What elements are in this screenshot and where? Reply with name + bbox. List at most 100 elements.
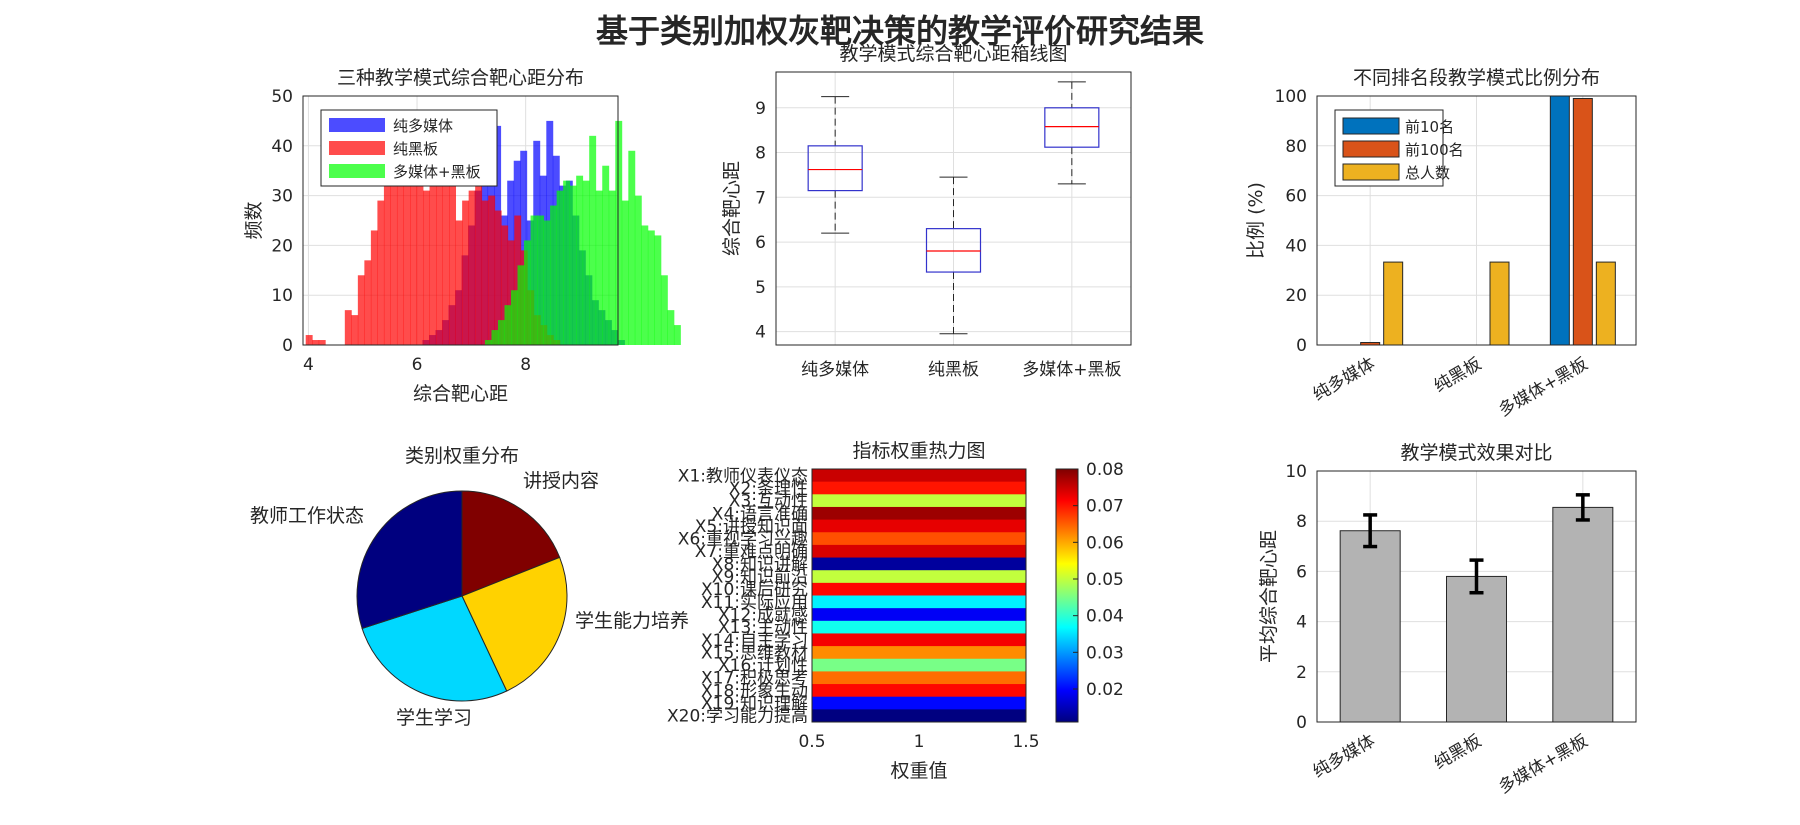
heatmap-cell [812,519,1026,533]
y-tick-label: 100 [1275,87,1307,107]
hist-bar [481,200,489,345]
legend-swatch [1342,140,1400,158]
heatmap-cell [812,506,1026,521]
y-tick-label: 30 [271,187,293,207]
hist-bar [390,160,398,345]
y-tick-label: 6 [1296,562,1307,582]
hist-bar [550,205,558,345]
pie-label: 学生学习 [396,707,472,729]
heatmap-cell [812,658,1026,672]
x-tick-label: 1 [914,732,925,752]
x-tick-label: 纯黑板 [928,360,979,380]
hist-bar [501,225,509,345]
axes-box [811,468,1027,723]
heatmap-cell [812,544,1026,559]
hist-bar [462,200,470,345]
hist-bar [475,185,483,345]
row-label: X13:主动性 [718,618,808,638]
hist-bar [621,200,629,345]
hist-bar [520,150,528,345]
hist-bar [608,190,616,345]
heatmap-cell [812,646,1026,660]
hist-bar [497,320,505,345]
colorbar [1055,468,1079,723]
hist-bar [517,265,525,345]
hist-bar [357,275,365,345]
row-label: X20:学习能力提高 [667,707,808,727]
row-label: X19:知识理解 [701,694,808,714]
hist-bar [455,220,463,345]
hist-bar [468,190,476,345]
y-tick-label: 4 [755,323,766,343]
hist-bar [312,340,320,345]
row-label: X17:积极思考 [701,669,808,689]
colorbar-tick-label: 0.07 [1086,497,1124,517]
bar [1552,506,1614,723]
hist-bar [641,225,649,345]
colorbar-tick-label: 0.06 [1086,533,1124,553]
row-label: X14:自主学习 [701,631,808,651]
hist-bar [673,325,681,345]
heatmap-cell [812,570,1026,584]
hist-bar [491,330,499,345]
axes-box [1316,95,1637,346]
legend-label: 多媒体+黑板 [393,163,481,181]
colorbar-tick-label: 0.04 [1086,607,1124,627]
x-tick-label: 1.5 [1012,732,1039,752]
x-tick-label: 纯多媒体 [1310,731,1379,782]
box-0 [807,96,863,234]
bar [1489,261,1510,346]
legend-label: 总人数 [1405,164,1450,182]
hist-bar [442,165,450,345]
y-tick-label: 9 [755,99,766,119]
bar [1572,97,1593,346]
heatmap-cell [812,532,1026,546]
chart-title: 不同排名段教学模式比例分布 [1353,67,1600,89]
heatmap-cell [812,709,1026,723]
heatmap-cell [812,557,1026,571]
heatmap-cell [812,469,1026,483]
box-iqr [925,228,982,273]
hist-bar [524,240,531,345]
heatmap-cell [812,671,1026,685]
chart-title: 教学模式效果对比 [1400,442,1552,464]
y-tick-label: 0 [1296,713,1307,733]
rank-bar-chart: 纯多媒体 纯黑板 多媒体+黑板 0 20 40 60 80 100 不同排名段教学模式比例分布比例… [1245,67,1637,421]
bar [1549,95,1570,346]
y-tick-label: 40 [1285,236,1307,256]
hist-bar [589,135,597,345]
hist-bar [416,175,424,345]
x-tick-label: 纯黑板 [1431,731,1485,774]
y-axis-label: 平均综合靶心距 [1258,530,1280,663]
hist-bar [563,180,571,345]
hist-bar [602,165,610,345]
legend-swatch [329,164,385,178]
y-tick-label: 5 [755,278,766,298]
series-2 [484,120,681,346]
legend-label: 前10名 [1405,118,1454,136]
hist-bar [667,310,675,345]
hist-bar [305,335,313,345]
pie-slice [361,595,508,702]
y-tick-label: 6 [755,233,766,253]
chart-title: 三种教学模式综合靶心距分布 [337,67,584,89]
legend-swatch [329,118,385,132]
y-axis-label: 频数 [243,201,265,239]
box-1 [925,176,982,335]
colorbar-tick-label: 0.03 [1086,643,1124,663]
hist-bar [364,260,372,345]
pie-label: 教师工作状态 [250,505,364,527]
x-tick-label: 纯多媒体 [1310,354,1379,405]
hist-bar [595,190,603,345]
hist-bar [436,145,443,345]
histogram-bars [305,120,681,346]
hist-bar [429,145,437,345]
row-label: X15:思维教材 [701,643,808,663]
row-label: X3:互动性 [729,492,808,512]
hist-bar [484,340,492,345]
hist-bar [511,290,518,345]
